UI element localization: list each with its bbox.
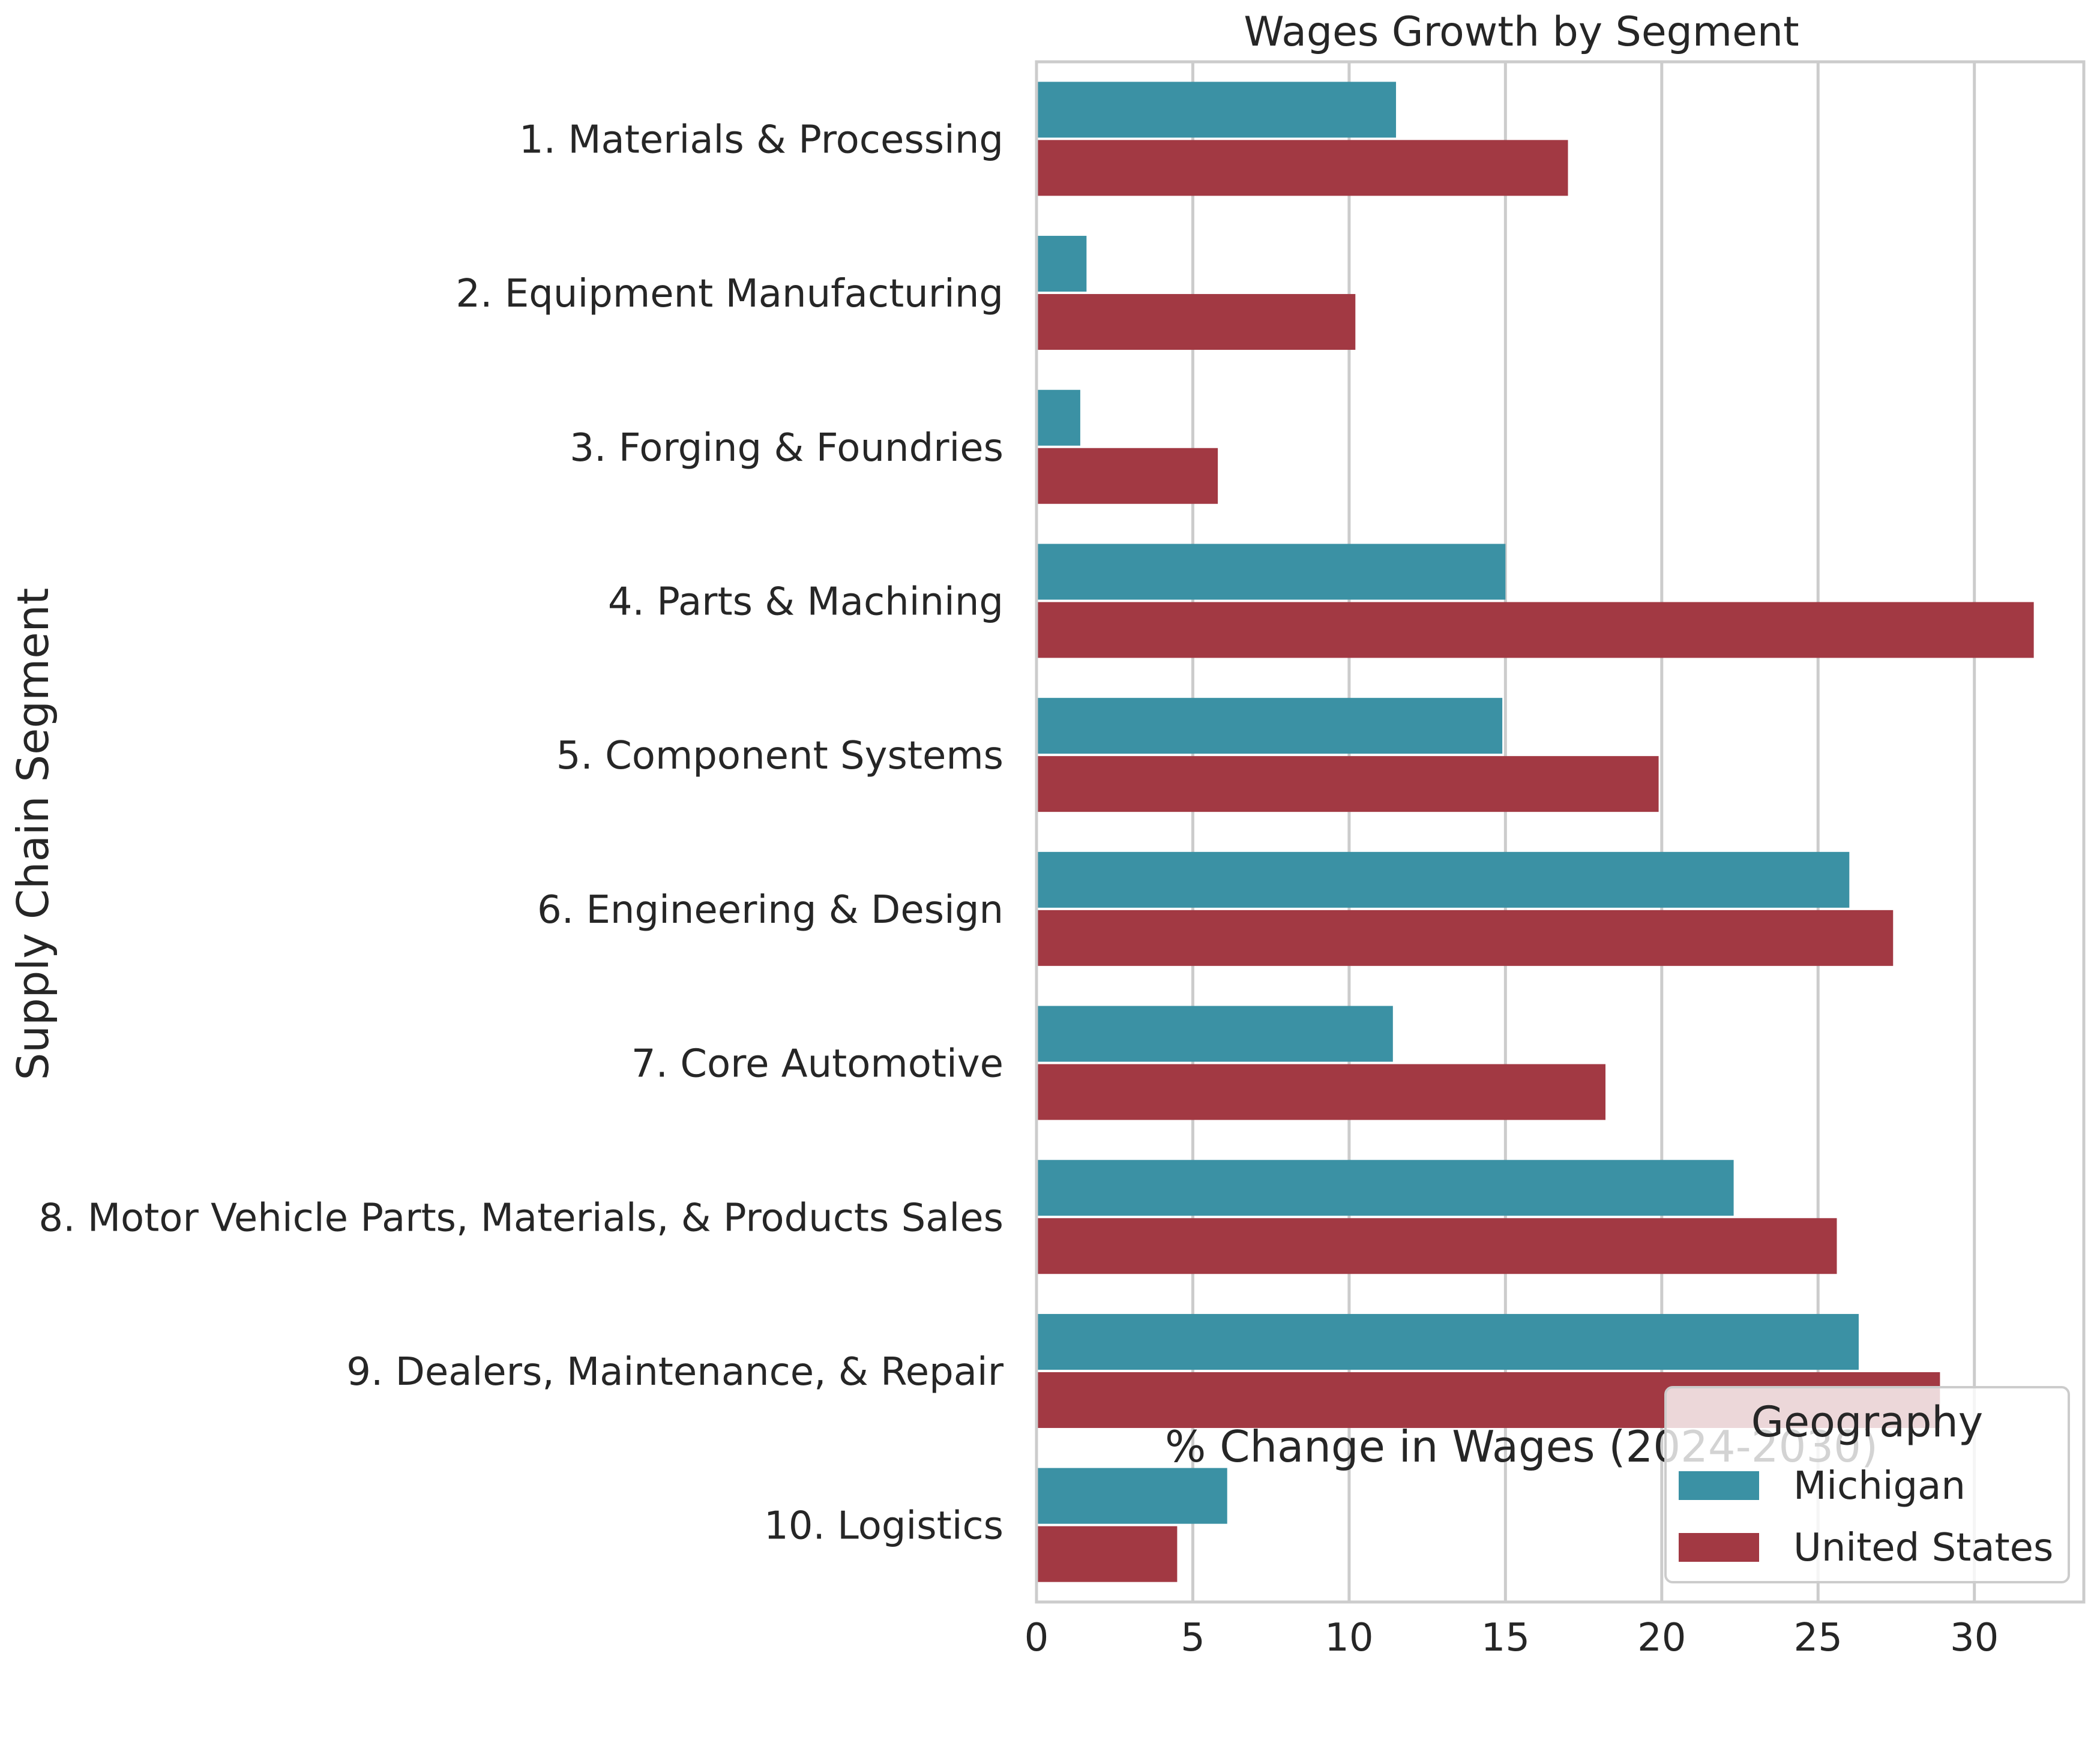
x-tick-label: 15 (1481, 1616, 1530, 1660)
bar-united-states (1036, 448, 1218, 504)
bar-michigan (1036, 1160, 1734, 1216)
y-tick-label: 3. Forging & Foundries (570, 426, 1003, 470)
y-tick-label: 2. Equipment Manufacturing (456, 272, 1003, 316)
x-tick-label: 30 (1950, 1616, 1999, 1660)
legend-entry-label: United States (1793, 1526, 2053, 1570)
legend-box (1664, 1386, 2070, 1583)
bar-united-states (1036, 1064, 1606, 1120)
bar-michigan (1036, 544, 1506, 600)
x-tick-label: 0 (1024, 1616, 1049, 1660)
bar-united-states (1036, 756, 1659, 812)
x-ticks: 0 5 10 15 20 25 30 (1024, 1616, 1999, 1660)
bar-united-states (1036, 602, 2034, 658)
bars (1036, 82, 2034, 1582)
bar-michigan (1036, 698, 1503, 754)
bar-united-states (1036, 140, 1568, 196)
y-tick-label: 7. Core Automotive (631, 1042, 1003, 1087)
y-tick-label: 1. Materials & Processing (519, 118, 1003, 162)
legend-swatch (1679, 1471, 1759, 1500)
y-tick-label: 4. Parts & Machining (608, 580, 1003, 624)
bar-michigan (1036, 236, 1087, 292)
chart-title: Wages Growth by Segment (1244, 8, 1799, 56)
y-tick-label: 6. Engineering & Design (537, 888, 1003, 932)
bar-michigan (1036, 1468, 1227, 1524)
grid-lines (1191, 62, 1976, 1602)
x-tick-label: 10 (1325, 1616, 1373, 1660)
bar-michigan (1036, 1006, 1393, 1062)
bar-united-states (1036, 294, 1356, 350)
y-ticks: 1. Materials & Processing 2. Equipment Ma… (38, 118, 1003, 1548)
y-axis-label: Supply Chain Segment (8, 588, 58, 1081)
legend: Geography Michigan United States (1664, 1386, 2070, 1583)
y-tick-label: 9. Dealers, Maintenance, & Repair (346, 1350, 1003, 1394)
bar-michigan (1036, 1313, 1859, 1370)
legend-entry-label: Michigan (1793, 1464, 1966, 1508)
bar-michigan (1036, 82, 1397, 138)
x-tick-label: 20 (1637, 1616, 1686, 1660)
bar-united-states (1036, 1526, 1178, 1582)
legend-swatch (1679, 1533, 1759, 1562)
bar-united-states (1036, 1218, 1837, 1274)
y-tick-label: 10. Logistics (764, 1504, 1003, 1549)
legend-title: Geography (1751, 1397, 1983, 1447)
x-tick-label: 5 (1181, 1616, 1205, 1660)
x-tick-label: 25 (1794, 1616, 1843, 1660)
y-tick-label: 8. Motor Vehicle Parts, Materials, & Pro… (38, 1196, 1003, 1240)
plot-frame (1035, 60, 2086, 1604)
bar-michigan (1036, 851, 1850, 908)
bar-united-states (1036, 910, 1894, 966)
bar-michigan (1036, 389, 1080, 446)
y-tick-label: 5. Component Systems (556, 734, 1003, 778)
